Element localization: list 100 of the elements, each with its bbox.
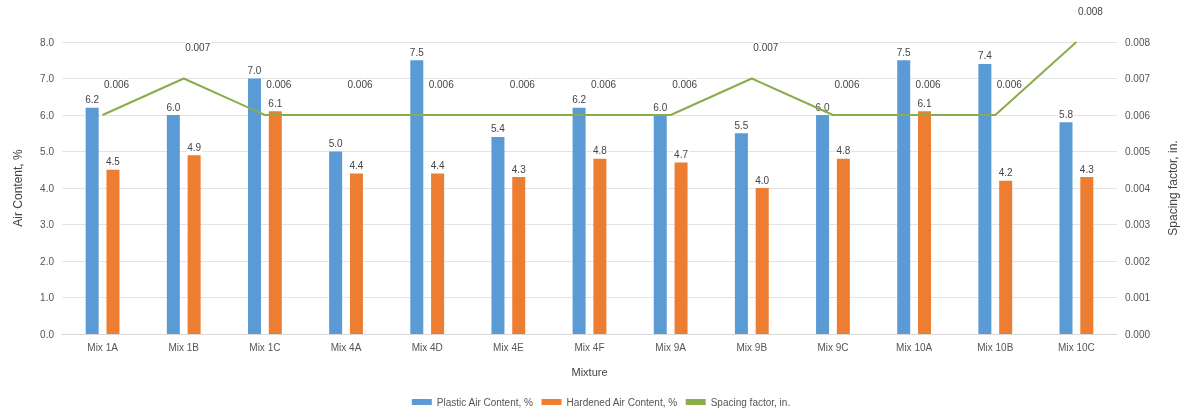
data-label: 4.3: [511, 163, 527, 175]
data-label: 0.007: [753, 42, 779, 53]
x-tick-label: Mix 9C: [817, 341, 849, 353]
bar: [653, 115, 667, 334]
y2-tick-label: 0.004: [1125, 182, 1151, 194]
bar: [1080, 177, 1094, 334]
data-label: 7.4: [977, 50, 993, 62]
data-label: 6.1: [268, 97, 283, 109]
bar: [978, 63, 992, 334]
y-tick-label: 8.0: [40, 36, 55, 48]
y-tick-label: 1.0: [40, 292, 55, 303]
x-axis-title: Mixture: [571, 365, 608, 378]
y2-axis-title: Spacing factor, in.: [1166, 140, 1180, 236]
bar: [268, 111, 282, 334]
x-tick-label: Mix 10C: [1058, 341, 1095, 353]
data-label: 0.006: [834, 78, 860, 90]
data-label: 4.3: [1079, 163, 1095, 175]
x-tick-label: Mix 9B: [736, 341, 768, 353]
data-label: 0.006: [590, 78, 617, 90]
y2-tick-label: 0.007: [1125, 73, 1151, 84]
bar: [755, 188, 769, 334]
data-label: 6.2: [85, 94, 100, 106]
bar: [431, 173, 445, 334]
bar: [1059, 122, 1073, 334]
data-label: 0.008: [1077, 5, 1104, 17]
data-label: 0.006: [672, 78, 698, 90]
data-label: 5.8: [1059, 108, 1074, 120]
bar: [106, 169, 120, 334]
legend-label: Hardened Air Content, %: [566, 396, 678, 408]
x-tick-label: Mix 10A: [896, 341, 933, 353]
x-tick-label: Mix 1C: [249, 341, 281, 353]
data-label: 7.5: [409, 46, 425, 58]
y-tick-label: 5.0: [40, 146, 55, 157]
bar: [897, 60, 911, 334]
bar: [816, 115, 830, 334]
data-label: 4.8: [836, 145, 851, 157]
data-label: 0.006: [509, 78, 536, 90]
data-label: 7.5: [896, 46, 912, 58]
bar: [247, 78, 261, 334]
bar: [349, 173, 363, 334]
data-label: 7.0: [247, 65, 262, 76]
y-tick-label: 7.0: [40, 73, 55, 84]
x-tick-label: Mix 1B: [168, 341, 200, 353]
bar: [491, 136, 505, 334]
x-tick-label: Mix 9A: [655, 341, 687, 353]
data-label: 4.8: [592, 145, 608, 157]
x-tick-label: Mix 10B: [977, 341, 1014, 353]
x-tick-label: Mix 4E: [493, 341, 524, 353]
data-label: 4.0: [755, 174, 770, 186]
y2-tick-label: 0.005: [1125, 146, 1151, 157]
bar: [836, 158, 850, 334]
bar: [734, 133, 748, 334]
y2-tick-label: 0.002: [1125, 255, 1151, 267]
data-label: 6.0: [166, 101, 181, 113]
y-tick-label: 3.0: [40, 219, 55, 230]
data-label: 4.2: [998, 167, 1014, 179]
bar: [85, 107, 99, 334]
bar: [593, 158, 607, 334]
legend-label: Spacing factor, in.: [710, 396, 791, 408]
x-tick-label: Mix 1A: [87, 341, 119, 353]
bar: [166, 115, 180, 334]
bar: [572, 107, 586, 334]
data-label: 6.1: [917, 97, 932, 109]
x-tick-label: Mix 4A: [330, 341, 362, 353]
data-label: 0.006: [915, 78, 942, 90]
data-label: 0.006: [347, 78, 373, 90]
x-tick-label: Mix 4D: [411, 341, 443, 353]
x-tick-label: Mix 4F: [574, 341, 605, 353]
bar: [512, 177, 526, 334]
y-axis-title: Air Content, %: [11, 148, 25, 227]
legend-label: Plastic Air Content, %: [436, 396, 534, 408]
data-label: 4.5: [106, 156, 121, 168]
bar: [674, 162, 688, 334]
y-tick-label: 6.0: [40, 109, 55, 121]
bar: [187, 155, 201, 334]
y-tick-label: 2.0: [40, 255, 55, 267]
y2-tick-label: 0.003: [1125, 219, 1151, 230]
y2-tick-label: 0.000: [1125, 328, 1151, 340]
data-label: 5.0: [328, 138, 344, 149]
bar: [999, 180, 1013, 334]
y-tick-label: 0.0: [40, 328, 55, 340]
data-label: 6.2: [572, 94, 587, 106]
y2-tick-label: 0.008: [1125, 36, 1151, 48]
data-label: 0.006: [266, 78, 292, 90]
bar: [329, 151, 343, 334]
data-label: 4.4: [430, 159, 445, 171]
data-label: 4.7: [674, 148, 689, 160]
data-label: 5.5: [734, 119, 749, 131]
bar: [918, 111, 932, 334]
y2-tick-label: 0.006: [1125, 109, 1151, 121]
y-tick-label: 4.0: [40, 182, 55, 194]
data-label: 4.9: [187, 141, 202, 153]
data-label: 4.4: [349, 159, 364, 171]
data-label: 5.4: [490, 123, 506, 135]
y2-tick-label: 0.001: [1125, 292, 1151, 303]
data-label: 0.006: [996, 78, 1023, 90]
data-label: 0.006: [428, 78, 455, 90]
data-label: 0.006: [104, 78, 130, 90]
bar: [410, 60, 424, 334]
data-label: 6.0: [653, 101, 668, 113]
